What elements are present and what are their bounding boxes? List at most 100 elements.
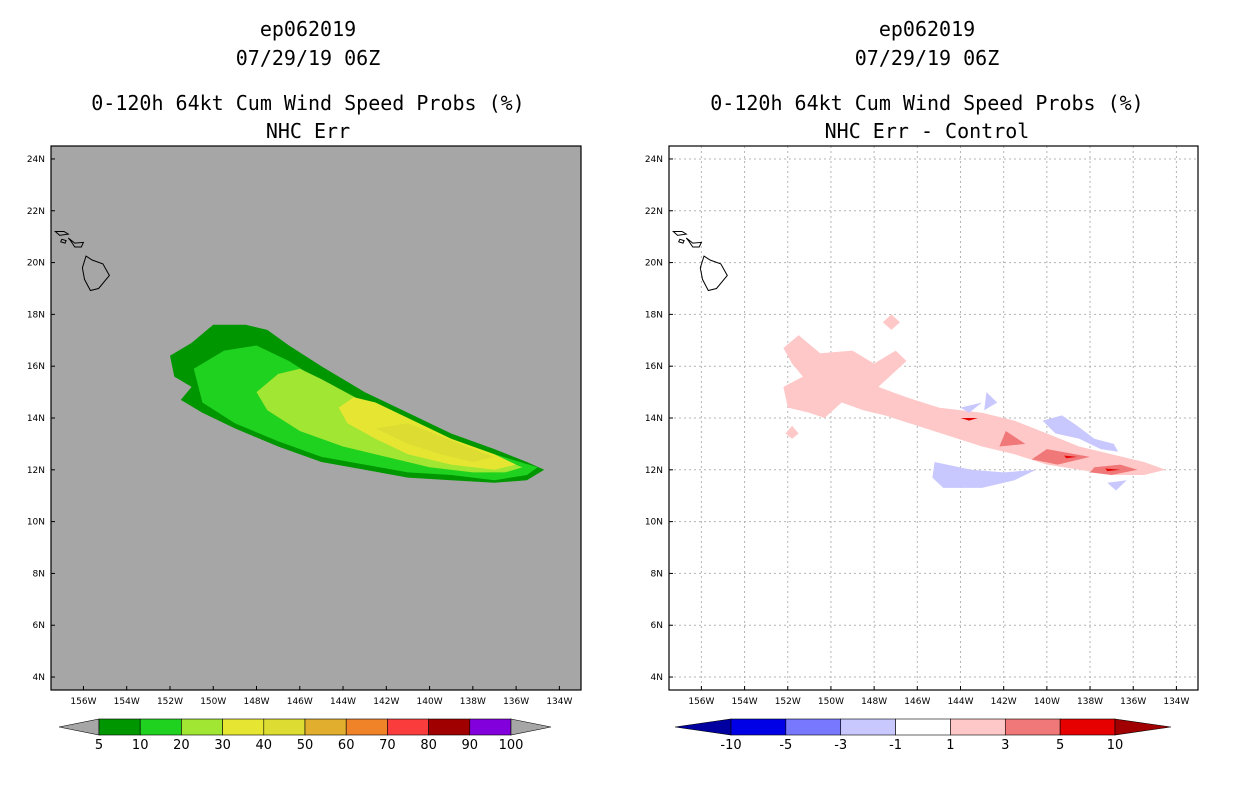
colorbar-label: 90 bbox=[462, 738, 479, 753]
lat-tick-label: 24N bbox=[645, 155, 663, 165]
colorbar-over-triangle bbox=[510, 718, 552, 736]
lat-tick-label: 14N bbox=[645, 414, 663, 424]
colorbar-label: 5 bbox=[95, 738, 103, 753]
colorbar-under-triangle bbox=[674, 718, 732, 736]
lon-tick-label: 138W bbox=[460, 697, 486, 707]
lat-tick-label: 10N bbox=[27, 518, 45, 528]
lat-tick-label: 22N bbox=[645, 207, 663, 217]
colorbar-label: 100 bbox=[499, 738, 524, 753]
lon-tick-label: 144W bbox=[330, 697, 356, 707]
right-title: 0-120h 64kt Cum Wind Speed Probs (%) bbox=[710, 91, 1143, 115]
left-hawaii-coastline bbox=[34, 219, 111, 292]
colorbar-swatch bbox=[895, 718, 951, 736]
colorbar-label: 30 bbox=[214, 738, 231, 753]
contour-level-40 bbox=[375, 423, 495, 462]
lat-tick-label: 12N bbox=[27, 466, 45, 476]
colorbar-under-triangle bbox=[58, 718, 100, 736]
colorbar-label: 70 bbox=[379, 738, 396, 753]
colorbar-swatch bbox=[1059, 718, 1116, 736]
contour-level-1 bbox=[783, 335, 1166, 475]
lon-tick-label: 136W bbox=[1120, 697, 1146, 707]
right-axes: 156W 154W 152W 150W 148W 146W 144W 142W 140W 138W… bbox=[645, 155, 1190, 707]
contour-level-1 bbox=[785, 425, 799, 439]
lon-tick-label: 150W bbox=[818, 697, 844, 707]
colorbar-swatch bbox=[840, 718, 896, 736]
colorbar-label: -5 bbox=[779, 738, 792, 753]
lon-tick-label: 142W bbox=[373, 697, 399, 707]
colorbar-label: 10 bbox=[1107, 738, 1124, 753]
lon-tick-label: 156W bbox=[688, 697, 714, 707]
colorbar-label: 50 bbox=[297, 738, 314, 753]
lon-tick-label: 142W bbox=[991, 697, 1017, 707]
colorbar-label: 1 bbox=[946, 738, 954, 753]
lon-tick-label: 134W bbox=[1163, 697, 1189, 707]
island-outline bbox=[81, 255, 111, 292]
island-outline bbox=[34, 219, 47, 229]
colorbar-swatch bbox=[950, 718, 1006, 736]
colorbar-swatch bbox=[139, 718, 182, 736]
lon-tick-label: 146W bbox=[904, 697, 930, 707]
colorbar-label: -3 bbox=[834, 738, 847, 753]
colorbar-swatch bbox=[181, 718, 223, 736]
colorbar-swatch bbox=[222, 718, 265, 736]
lon-tick-label: 140W bbox=[417, 697, 443, 707]
colorbar-label: 60 bbox=[338, 738, 355, 753]
lat-tick-label: 16N bbox=[645, 362, 663, 372]
lon-tick-label: 148W bbox=[861, 697, 887, 707]
lat-tick-label: 18N bbox=[645, 310, 663, 320]
lon-tick-label: 154W bbox=[114, 697, 140, 707]
lon-tick-label: 144W bbox=[947, 697, 973, 707]
contour-level--1 bbox=[1042, 415, 1119, 452]
colorbar-swatch bbox=[345, 718, 388, 736]
lon-tick-label: 152W bbox=[157, 697, 183, 707]
lat-tick-label: 14N bbox=[27, 414, 45, 424]
lat-tick-label: 6N bbox=[33, 621, 45, 631]
panel-left: ep062019 07/29/19 06Z 0-120h 64kt Cum Wi… bbox=[27, 17, 582, 753]
lon-tick-label: 154W bbox=[732, 697, 758, 707]
right-subtitle: NHC Err - Control bbox=[825, 119, 1030, 143]
colorbar-label: -1 bbox=[889, 738, 902, 753]
colorbar-label: 5 bbox=[1056, 738, 1064, 753]
colorbar-label: -10 bbox=[720, 738, 741, 753]
island-outline bbox=[60, 238, 67, 244]
island-outline bbox=[53, 231, 70, 236]
contour-level--1 bbox=[1107, 480, 1127, 491]
colorbar-swatch bbox=[469, 718, 512, 736]
island-outline bbox=[672, 231, 688, 236]
lon-tick-label: 152W bbox=[775, 697, 801, 707]
left-axes: 156W 154W 152W 150W 148W 146W 144W 142W 140W 138W… bbox=[27, 155, 573, 707]
contour-level-5 bbox=[1105, 468, 1121, 472]
lat-tick-label: 16N bbox=[27, 362, 45, 372]
contour-level-5 bbox=[1064, 455, 1078, 459]
colorbar-label: 3 bbox=[1001, 738, 1009, 753]
colorbar-swatch bbox=[1004, 718, 1061, 736]
lat-tick-label: 4N bbox=[33, 673, 45, 683]
left-subtitle: NHC Err bbox=[266, 119, 350, 143]
right-datetime: 07/29/19 06Z bbox=[855, 46, 1000, 70]
contour-level-5 bbox=[960, 418, 978, 421]
panel-right: ep062019 07/29/19 06Z 0-120h 64kt Cum Wi… bbox=[622, 17, 1199, 753]
island-outline bbox=[685, 237, 703, 248]
lat-tick-label: 8N bbox=[651, 569, 663, 579]
right-storm-id: ep062019 bbox=[879, 17, 975, 41]
lat-tick-label: 4N bbox=[651, 673, 663, 683]
colorbar-label: 10 bbox=[132, 738, 149, 753]
colorbar-swatch bbox=[387, 718, 429, 736]
lon-tick-label: 138W bbox=[1077, 697, 1103, 707]
island-outline bbox=[678, 238, 685, 244]
colorbar-label: 20 bbox=[173, 738, 190, 753]
left-colorbar: 5 10 20 30 40 50 60 70 80 90 100 bbox=[58, 718, 552, 753]
lon-tick-label: 156W bbox=[70, 697, 96, 707]
colorbar-swatch bbox=[263, 718, 306, 736]
contour-level-3 bbox=[1031, 449, 1090, 465]
right-colorbar: -10 -5 -3 -1 1 3 5 10 bbox=[674, 718, 1172, 753]
colorbar-swatch bbox=[785, 718, 842, 736]
lat-tick-label: 20N bbox=[645, 259, 663, 269]
colorbar-label: 80 bbox=[420, 738, 437, 753]
island-outline bbox=[622, 206, 631, 214]
contour-level--1 bbox=[984, 392, 998, 411]
lat-tick-label: 24N bbox=[27, 155, 45, 165]
contour-level-1 bbox=[882, 314, 900, 330]
lat-tick-label: 20N bbox=[27, 259, 45, 269]
